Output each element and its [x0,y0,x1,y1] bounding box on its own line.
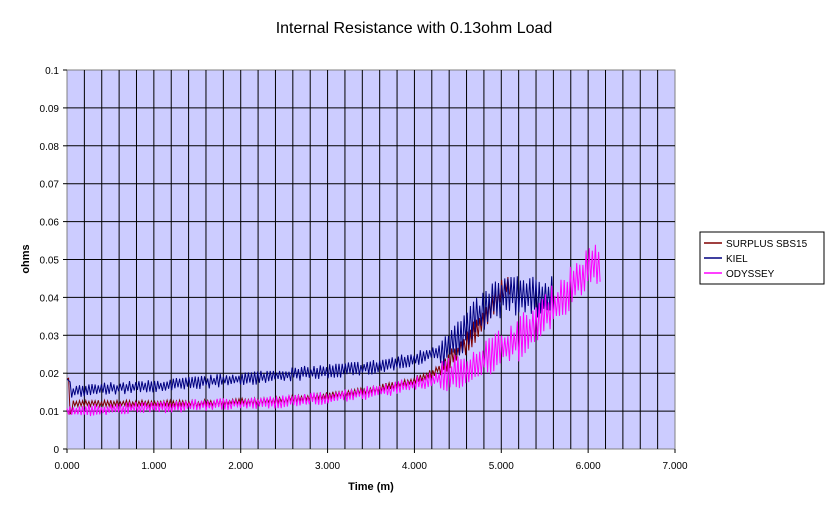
legend-label: ODYSSEY [726,269,775,280]
x-tick-label: 5.000 [489,461,514,472]
y-tick-label: 0.04 [40,293,60,304]
y-tick-label: 0.1 [45,66,59,77]
x-axis-ticks: 0.000 1.000 2.000 3.000 4.000 5.000 6.000 7.000 [54,449,688,472]
y-axis-label: ohms [20,244,32,273]
x-tick-label: 3.000 [315,461,340,472]
y-tick-label: 0.05 [40,256,60,267]
x-tick-label: 2.000 [228,461,253,472]
series-lines [66,244,601,417]
series-line-odyssey [66,244,601,417]
x-tick-label: 7.000 [662,461,687,472]
y-tick-label: 0.03 [40,331,60,342]
x-tick-label: 6.000 [576,461,601,472]
y-axis-ticks: 0 0.01 0.02 0.03 0.04 0.05 0.06 0.07 0.08 0.09 0.1 [40,66,67,456]
y-tick-label: 0.06 [40,218,60,229]
y-tick-label: 0.02 [40,369,60,380]
x-axis-label: Time (m) [348,481,394,493]
chart-title: Internal Resistance with 0.13ohm Load [276,20,553,37]
x-tick-label: 1.000 [141,461,166,472]
grid [67,70,675,449]
legend-label: KIEL [726,254,748,265]
y-tick-label: 0.01 [40,407,60,418]
legend-label: SURPLUS SBS15 [726,239,808,250]
y-tick-label: 0.08 [40,142,60,153]
y-tick-label: 0.07 [40,180,60,191]
x-tick-label: 4.000 [402,461,427,472]
legend: SURPLUS SBS15 KIEL ODYSSEY [699,231,825,285]
series-line-kiel [66,276,554,398]
x-tick-label: 0.000 [54,461,79,472]
y-tick-label: 0.09 [40,104,60,115]
y-tick-label: 0 [53,445,59,456]
